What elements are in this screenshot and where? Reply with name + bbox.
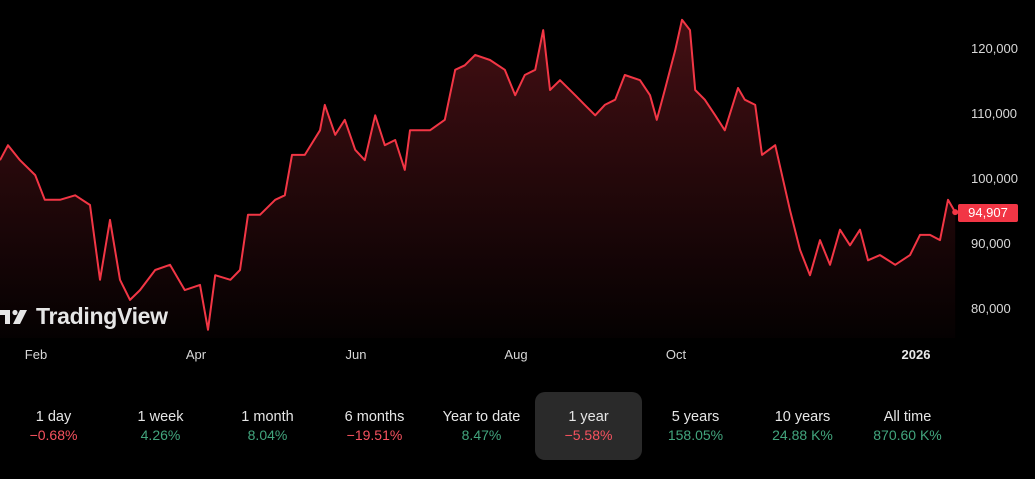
period-label: 1 day <box>35 409 72 425</box>
x-tick-label: 2026 <box>901 347 931 362</box>
period-label: 10 years <box>774 409 831 425</box>
x-tick-label: Jun <box>345 347 367 362</box>
x-tick-label: Aug <box>504 347 528 362</box>
y-tick-label: 110,000 <box>971 106 1018 121</box>
y-tick-label: 100,000 <box>971 171 1018 186</box>
period-label: 1 year <box>568 409 609 425</box>
y-tick-label: 80,000 <box>971 301 1011 316</box>
period-tab-1-week[interactable]: 1 week 4.26% <box>107 392 214 460</box>
tradingview-logo-icon <box>0 309 27 324</box>
period-change: 8.04% <box>247 427 288 443</box>
price-line <box>0 18 957 331</box>
y-tick-label: 120,000 <box>971 41 1018 56</box>
period-change: 870.60 K% <box>873 427 942 443</box>
period-label: 5 years <box>671 409 720 425</box>
period-change: −5.58% <box>564 427 613 443</box>
period-label: 6 months <box>344 409 405 425</box>
last-price-dot <box>952 209 959 216</box>
period-change: 4.26% <box>140 427 181 443</box>
period-label: Year to date <box>442 409 521 425</box>
x-tick-label: Oct <box>665 347 687 362</box>
period-change: −19.51% <box>346 427 403 443</box>
price-area-fill <box>0 19 956 339</box>
period-tab-year-to-date[interactable]: Year to date 8.47% <box>428 392 535 460</box>
period-label: 1 week <box>137 409 184 425</box>
period-tab-10-years[interactable]: 10 years 24.88 K% <box>749 392 856 460</box>
period-tab-1-year[interactable]: 1 year −5.58% <box>535 392 642 460</box>
period-change: 158.05% <box>667 427 724 443</box>
period-tab-all-time[interactable]: All time 870.60 K% <box>854 392 961 460</box>
period-change: 8.47% <box>461 427 502 443</box>
y-tick-label: 90,000 <box>971 236 1011 251</box>
period-change: −0.68% <box>29 427 78 443</box>
period-label: 1 month <box>241 409 294 425</box>
period-label: All time <box>883 409 932 425</box>
tradingview-logo: TradingView <box>0 303 168 330</box>
last-price-label: 94,907 <box>958 204 1018 222</box>
x-tick-label: Apr <box>185 347 207 362</box>
period-tabs: 1 day −0.68% 1 week 4.26% 1 month 8.04% 6 mont… <box>0 392 1035 460</box>
period-tab-1-month[interactable]: 1 month 8.04% <box>214 392 321 460</box>
period-change: 24.88 K% <box>772 427 833 443</box>
x-tick-label: Feb <box>24 347 48 362</box>
logo-text: TradingView <box>36 303 168 329</box>
period-tab-6-months[interactable]: 6 months −19.51% <box>321 392 428 460</box>
period-tab-5-years[interactable]: 5 years 158.05% <box>642 392 749 460</box>
period-tab-1-day[interactable]: 1 day −0.68% <box>0 392 107 460</box>
price-chart[interactable] <box>0 0 1035 340</box>
